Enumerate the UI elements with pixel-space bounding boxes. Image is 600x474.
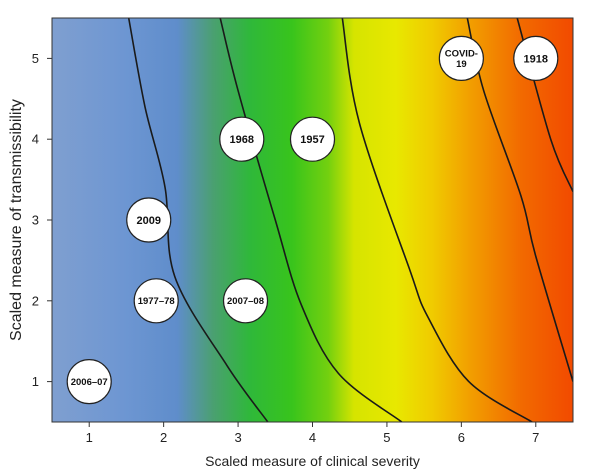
point-1957: 1957 — [289, 116, 336, 162]
y-tick-label: 5 — [32, 51, 39, 66]
y-tick-label: 4 — [32, 132, 39, 147]
x-tick-label: 7 — [532, 430, 539, 445]
point-1918: 1918 — [513, 35, 559, 82]
y-tick-label: 1 — [32, 374, 39, 389]
point-label: 1918 — [524, 53, 548, 65]
point-label: 2006–07 — [71, 377, 108, 388]
point-label: 1957 — [300, 134, 324, 146]
x-tick-label: 3 — [234, 430, 241, 445]
point-label: 1977–78 — [138, 296, 175, 307]
x-tick-label: 4 — [309, 430, 316, 445]
x-tick-label: 2 — [160, 430, 167, 445]
boundary-curve-3 — [341, 18, 533, 422]
point-marker — [222, 278, 269, 324]
point-marker — [438, 35, 484, 82]
y-axis-label: Scaled measure of transmissibility — [8, 99, 25, 341]
point-label: COVID-19 — [445, 48, 478, 70]
point-covid-19: COVID-19 — [438, 35, 484, 82]
point-label: 2007–08 — [227, 296, 264, 307]
y-tick-label: 3 — [32, 213, 39, 228]
point-2007-08: 2007–08 — [222, 278, 269, 324]
point-2009: 2009 — [126, 197, 172, 243]
point-marker — [289, 116, 336, 162]
x-axis-label: Scaled measure of clinical severity — [205, 453, 420, 469]
point-marker — [66, 359, 112, 405]
point-marker — [126, 197, 172, 243]
x-tick-label: 5 — [383, 430, 390, 445]
point-label: 1968 — [230, 134, 254, 146]
point-1977-78: 1977–78 — [133, 278, 179, 324]
point-marker — [513, 35, 559, 82]
data-points: 2006–07 1977–78 2009 2007–08 1968 1957 COVID-1… — [66, 35, 559, 405]
x-tick-label: 6 — [458, 430, 465, 445]
boundary-curve-2 — [219, 18, 403, 422]
point-label: 2009 — [137, 215, 161, 227]
point-marker — [219, 116, 265, 162]
x-axis: 1 2 3 4 5 6 7 — [86, 422, 539, 445]
point-1968: 1968 — [219, 116, 265, 162]
y-axis: 1 2 3 4 5 — [32, 51, 52, 389]
x-tick-label: 1 — [86, 430, 93, 445]
point-2006-07: 2006–07 — [66, 359, 112, 405]
y-tick-label: 2 — [32, 293, 39, 308]
point-marker — [133, 278, 179, 324]
